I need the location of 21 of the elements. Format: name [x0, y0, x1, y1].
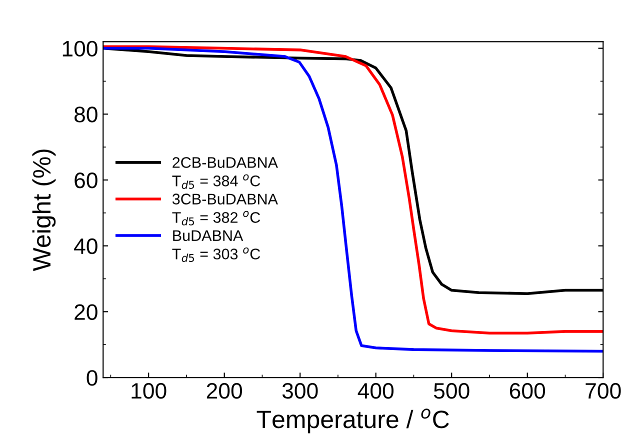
x-tick-label: 500 [434, 382, 470, 399]
x-tick-label: 100 [132, 382, 166, 399]
x-tick-label: 700 [586, 382, 621, 399]
annotation: T$_{d5}$ = 384 $^{o}$C [172, 174, 260, 189]
annotation: T$_{d5}$ = 382 $^{o}$C [172, 210, 260, 226]
y-tick-label: 0 [86, 370, 98, 386]
y-tick-label: 80 [74, 106, 98, 122]
y-tick-label: 20 [74, 304, 98, 320]
legend-label: BuDABNA [173, 230, 244, 242]
legend-label: 2CB-BuDABNA [172, 157, 278, 168]
y-tick-label: 100 [62, 40, 98, 57]
annotation: T$_{d5}$ = 303 $^{o}$C [172, 247, 260, 262]
x-tick-label: 600 [510, 382, 546, 399]
x-axis-title: Temperature / $^{o}$C [256, 408, 449, 434]
y-tick-label: 40 [74, 238, 98, 254]
y-tick-label: 60 [74, 172, 98, 188]
x-tick-label: 400 [358, 382, 394, 399]
x-tick-label: 200 [206, 382, 242, 399]
x-tick-label: 300 [282, 382, 318, 399]
y-axis-title: Weight (%) [32, 150, 56, 272]
legend-label: 3CB-BuDABNA [172, 194, 278, 204]
